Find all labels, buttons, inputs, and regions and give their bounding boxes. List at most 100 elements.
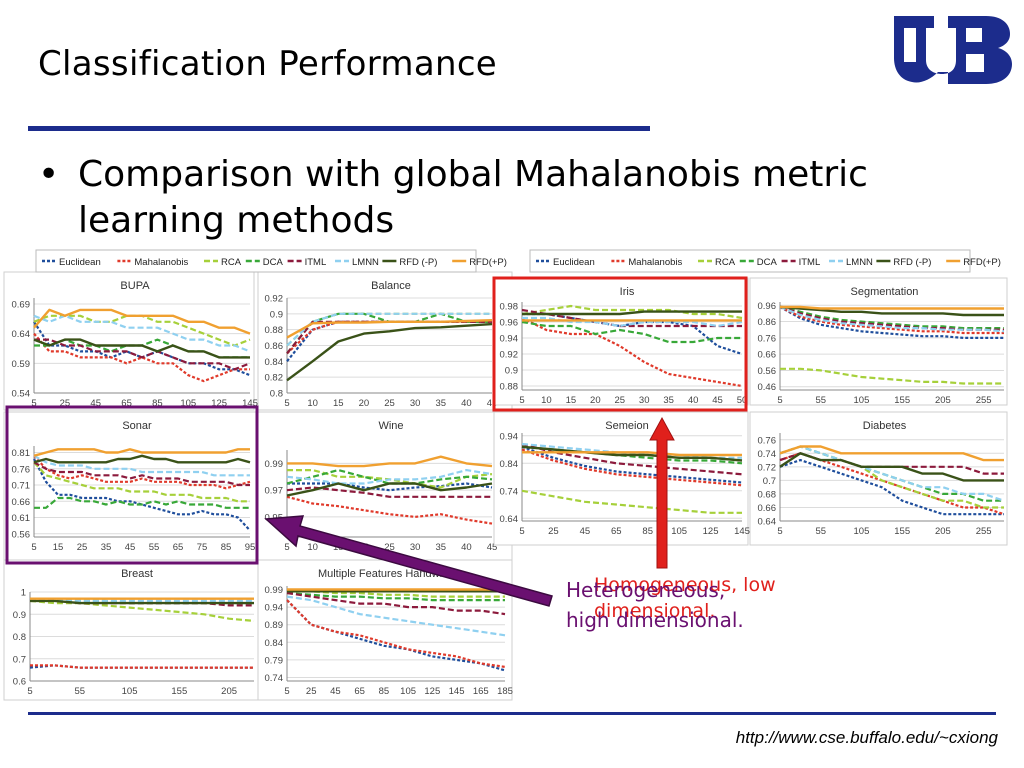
y-tick-label: 0.76 xyxy=(758,333,777,344)
series-line-rfd-p xyxy=(33,448,250,457)
iris-highlight-box xyxy=(492,276,748,412)
x-tick-label: 35 xyxy=(663,395,674,406)
series-line-lmnn xyxy=(779,305,1005,333)
legend-label-dca: DCA xyxy=(263,257,284,268)
heterogeneous-label: Heterogeneous, high dimensional. xyxy=(566,578,744,632)
x-tick-label: 85 xyxy=(642,526,653,537)
x-tick-label: 20 xyxy=(359,398,370,409)
y-tick-label: 0.79 xyxy=(265,655,284,666)
footer-url[interactable]: http://www.cse.buffalo.edu/~cxiong xyxy=(735,728,998,747)
x-tick-label: 95 xyxy=(245,542,256,553)
x-tick-label: 25 xyxy=(614,395,625,406)
y-tick-label: 0.92 xyxy=(500,350,519,361)
y-tick-label: 0.69 xyxy=(12,299,31,310)
series-line-euclidean xyxy=(521,445,743,484)
legend-label-dca: DCA xyxy=(757,257,778,268)
x-tick-label: 65 xyxy=(611,526,622,537)
series-line-itml xyxy=(286,591,506,616)
y-tick-label: 0.56 xyxy=(12,529,31,540)
chart-frame xyxy=(3,559,259,701)
x-tick-label: 105 xyxy=(854,526,870,537)
series-line-lmnn xyxy=(33,314,251,353)
x-tick-label: 25 xyxy=(384,398,395,409)
x-tick-label: 65 xyxy=(173,542,184,553)
x-tick-label: 45 xyxy=(712,395,723,406)
homogeneous-label-line2: dimensional. xyxy=(594,600,715,622)
x-tick-label: 55 xyxy=(815,395,826,406)
x-tick-label: 45 xyxy=(487,398,498,409)
x-tick-label: 125 xyxy=(424,686,440,697)
y-tick-label: 0.98 xyxy=(500,302,519,313)
x-tick-label: 25 xyxy=(77,542,88,553)
x-tick-label: 145 xyxy=(449,686,465,697)
series-line-rfd-p xyxy=(521,445,743,462)
series-line-rfd-p xyxy=(286,322,493,382)
y-tick-label: 0.96 xyxy=(500,318,519,329)
y-tick-label: 0.71 xyxy=(12,481,31,492)
x-tick-label: 85 xyxy=(221,542,232,553)
y-tick-label: 0.94 xyxy=(500,431,519,442)
legend-label-rca: RCA xyxy=(715,257,736,268)
title-underline xyxy=(28,126,650,131)
chart-title: Segmentation xyxy=(851,286,919,298)
heterogeneous-arrow xyxy=(264,515,553,607)
y-tick-label: 0.9 xyxy=(270,309,283,320)
y-tick-label: 0.74 xyxy=(500,486,519,497)
x-tick-label: 10 xyxy=(307,542,318,553)
chart-panel-semeion: Semeion 0.64 0.74 0.84 0.94 5 25 45 65 85 105 125 14… xyxy=(493,411,750,546)
y-tick-label: 0.8 xyxy=(270,389,283,400)
x-tick-label: 50 xyxy=(737,395,748,406)
y-tick-label: 0.7 xyxy=(13,654,26,665)
chart-panel-balance: Balance 0.8 0.82 0.84 0.86 0.88 0.9 0.92 5 10 15 20… xyxy=(257,271,513,411)
y-tick-label: 0.61 xyxy=(12,513,31,524)
x-tick-label: 40 xyxy=(461,398,472,409)
x-tick-label: 105 xyxy=(400,686,416,697)
x-tick-label: 185 xyxy=(497,686,513,697)
series-line-itml xyxy=(34,338,251,371)
y-tick-label: 1 xyxy=(21,588,26,599)
legend-label-itml: ITML xyxy=(799,257,821,268)
y-tick-label: 0.96 xyxy=(758,301,777,312)
legend-label-rfd-p: RFD(+P) xyxy=(963,257,1001,268)
y-tick-label: 0.99 xyxy=(265,585,284,596)
y-tick-label: 0.88 xyxy=(500,382,519,393)
chart-title: Semeion xyxy=(605,420,648,432)
legend-label-itml: ITML xyxy=(305,257,327,268)
x-tick-label: 145 xyxy=(734,526,750,537)
legend-label-lmnn: LMNN xyxy=(352,257,379,268)
series-line-mahalanobis xyxy=(30,664,254,669)
series-line-dca xyxy=(34,496,250,509)
series-line-lmnn xyxy=(286,312,492,347)
x-tick-label: 105 xyxy=(122,686,138,697)
x-tick-label: 55 xyxy=(815,526,826,537)
y-tick-label: 0.66 xyxy=(12,497,31,508)
x-tick-label: 35 xyxy=(101,542,112,553)
series-line-dca xyxy=(521,320,742,344)
x-tick-label: 15 xyxy=(53,542,64,553)
y-tick-label: 0.84 xyxy=(265,357,284,368)
series-line-rfd-p xyxy=(33,454,251,464)
y-tick-label: 0.64 xyxy=(500,514,519,525)
series-line-mahalanobis xyxy=(521,317,743,388)
series-line-rca xyxy=(521,304,743,320)
chart-title: Diabetes xyxy=(863,420,907,432)
y-tick-label: 0.9 xyxy=(505,366,518,377)
chart-panel-iris: Iris 0.88 0.9 0.92 0.94 0.96 0.98 5 10 15 20 25 30 35… xyxy=(493,277,749,406)
series-line-rfd-p xyxy=(287,455,493,468)
chart-title: Iris xyxy=(620,286,635,298)
y-tick-label: 0.59 xyxy=(12,359,31,370)
chart-frame xyxy=(493,277,749,406)
legend-label-rca: RCA xyxy=(221,257,242,268)
x-tick-label: 105 xyxy=(854,395,870,406)
series-line-mahalanobis xyxy=(779,452,1005,516)
series-line-itml xyxy=(779,305,1004,331)
y-tick-label: 0.97 xyxy=(265,486,284,497)
y-tick-label: 0.6 xyxy=(13,677,26,688)
y-tick-label: 0.46 xyxy=(758,382,777,393)
x-tick-label: 5 xyxy=(31,542,36,553)
series-line-mahalanobis xyxy=(33,455,251,490)
series-line-rca xyxy=(521,489,742,514)
series-line-rfd-p xyxy=(33,338,250,359)
